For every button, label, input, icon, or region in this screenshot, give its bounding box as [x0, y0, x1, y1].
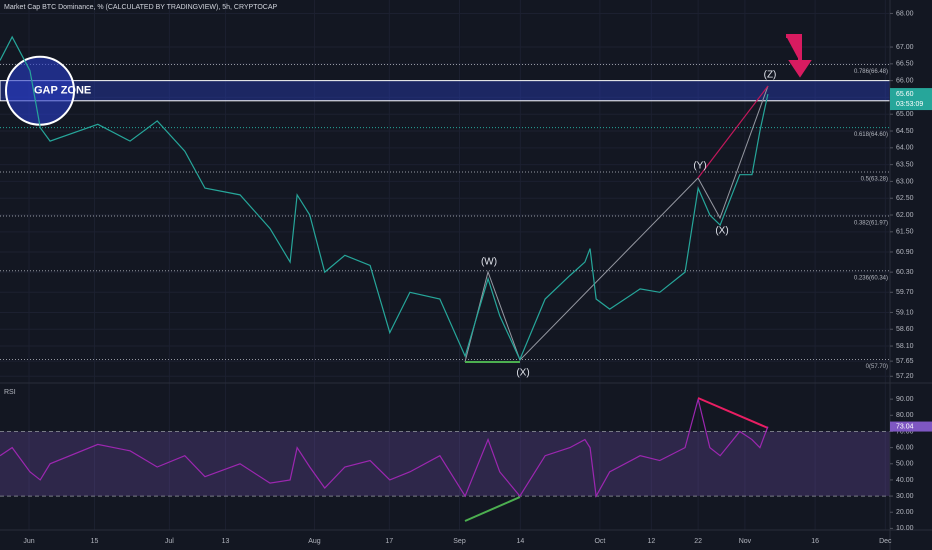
rsi-tag: [890, 421, 932, 432]
fib-label: 0.618(64.60): [854, 132, 888, 138]
annotation: (Z): [764, 70, 777, 81]
x-tick-label: Oct: [594, 538, 605, 545]
y-tick-label: 65.00: [896, 111, 914, 118]
y-tick-label: 20.00: [896, 509, 914, 516]
annotation: (Y): [693, 161, 706, 172]
x-tick-label: Aug: [308, 538, 321, 545]
y-tick-label: 64.00: [896, 145, 914, 152]
x-tick-label: 14: [516, 538, 524, 545]
y-tick-label: 30.00: [896, 493, 914, 500]
rsi-tag-label: 73.04: [896, 423, 914, 430]
y-tick-label: 60.30: [896, 269, 914, 276]
y-tick-label: 62.50: [896, 195, 914, 202]
y-tick-label: 67.00: [896, 44, 914, 51]
x-tick-label: 13: [222, 538, 230, 545]
price-tag-label: 65.60: [896, 91, 914, 98]
rsi-divergence-green: [464, 496, 521, 522]
countdown: 03:53:09: [896, 101, 923, 108]
x-tick-label: 12: [647, 538, 655, 545]
fib-label: 0.236(60.34): [854, 275, 888, 281]
annotation: (X): [715, 226, 728, 237]
y-tick-label: 90.00: [896, 396, 914, 403]
x-tick-label: Jul: [165, 538, 174, 545]
y-tick-label: 10.00: [896, 525, 914, 532]
y-tick-label: 59.10: [896, 309, 914, 316]
y-tick-label: 66.00: [896, 77, 914, 84]
y-tick-label: 63.50: [896, 161, 914, 168]
y-tick-label: 57.65: [896, 358, 914, 365]
gap-zone-label: GAP ZONE: [34, 85, 91, 97]
y-tick-label: 63.00: [896, 178, 914, 185]
rsi-divergence-red: [697, 397, 769, 429]
y-tick-label: 62.00: [896, 212, 914, 219]
y-tick-label: 61.50: [896, 229, 914, 236]
back-layer: [0, 0, 891, 530]
wave-drawings: [464, 34, 812, 522]
y-tick-label: 60.00: [896, 444, 914, 451]
y-tick-label: 64.50: [896, 128, 914, 135]
price-line: [0, 35, 769, 361]
y-tick-label: 58.10: [896, 343, 914, 350]
wave-line: [464, 85, 769, 363]
x-tick-label: Dec: [879, 538, 892, 545]
fib-label: 0.5(63.28): [861, 177, 888, 183]
y-tick-label: 70.00: [896, 428, 914, 435]
fib-label: 0.786(66.48): [854, 69, 888, 75]
y-tick-label: 60.90: [896, 249, 914, 256]
x-tick-label: 15: [91, 538, 99, 545]
x-tick-label: 22: [694, 538, 702, 545]
y-tick-label: 57.20: [896, 373, 914, 380]
gap-zone: [0, 80, 891, 102]
y-tick-label: 68.00: [896, 10, 914, 17]
x-tick-label: Jun: [23, 538, 34, 545]
y-tick-label: 80.00: [896, 412, 914, 419]
chart-title: Market Cap BTC Dominance, % (CALCULATED …: [4, 4, 278, 11]
y-tick-label: 50.00: [896, 461, 914, 468]
fib-label: 0(57.70): [866, 364, 888, 370]
price-tag: [890, 88, 932, 111]
wave-line-red: [697, 85, 769, 179]
y-tick-label: 58.60: [896, 326, 914, 333]
y-tick-label: 40.00: [896, 477, 914, 484]
x-tick-label: 16: [811, 538, 819, 545]
fib-label: 0.382(61.97): [854, 221, 888, 227]
rsi-line: [0, 398, 769, 498]
x-tick-label: 17: [385, 538, 393, 545]
rsi-title: RSI: [4, 389, 16, 396]
y-tick-label: 59.70: [896, 289, 914, 296]
annotation: (X): [516, 368, 529, 379]
x-tick-label: Sep: [453, 538, 466, 545]
y-tick-label: 66.50: [896, 61, 914, 68]
annotation: (W): [481, 257, 497, 268]
x-tick-label: Nov: [739, 538, 752, 545]
red-arrow: [786, 34, 812, 78]
